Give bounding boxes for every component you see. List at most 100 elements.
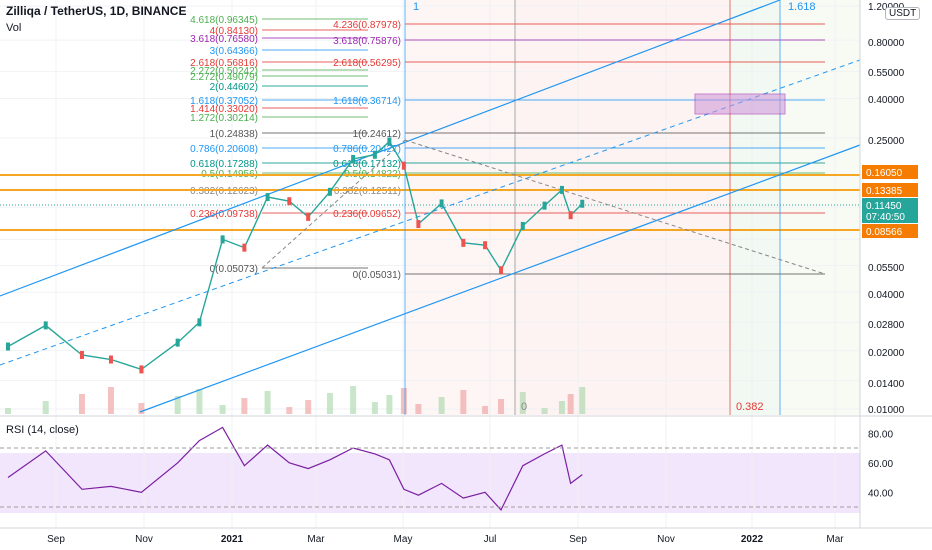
price-point-15	[387, 137, 392, 146]
price-point-14	[372, 150, 377, 159]
volume-bar-21	[498, 399, 505, 414]
volume-label: Vol	[6, 22, 22, 34]
countdown-label: 07:40:50	[866, 212, 905, 223]
fib-right-label-9: 0.236(0.09652)	[333, 209, 401, 220]
time-label-Mar: Mar	[307, 534, 325, 545]
chart-title: Zilliqa / TetherUS, 1D, BINANCE	[6, 4, 187, 18]
fib-levels: 4.618(0.96345)4(0.84130)3.618(0.76580)3(…	[0, 0, 860, 415]
channel-lower	[139, 144, 861, 413]
price-label-0.55000: 0.55000	[868, 68, 905, 79]
price-point-9	[265, 193, 270, 202]
fib-left-label-12: 0.786(0.20608)	[190, 144, 258, 155]
time-label-Nov: Nov	[657, 534, 675, 545]
volume-bar-10	[286, 407, 293, 414]
target-zone	[694, 93, 786, 115]
fib-right-label-5: 0.786(0.20427)	[333, 144, 401, 155]
price-tag-0.13385	[862, 183, 918, 197]
time-fib-label-0: 1	[413, 1, 419, 13]
time-label-Nov: Nov	[135, 534, 153, 545]
volume-bar-8	[241, 398, 248, 414]
price-series	[6, 137, 585, 374]
price-label-0.01400: 0.01400	[868, 379, 905, 390]
rsi-axis-80.00: 80.00	[868, 429, 893, 440]
volume-bar-14	[371, 402, 378, 414]
price-point-24	[559, 185, 564, 194]
volume-bar-15	[386, 395, 393, 414]
fib-left-label-4: 2.618(0.56816)	[190, 58, 258, 69]
fib-left-label-9: 1.414(0.33020)	[190, 104, 258, 115]
volume-bar-11	[305, 400, 312, 414]
currency-badge[interactable]: USDT	[885, 7, 921, 20]
fib-left-label-0: 4.618(0.96345)	[190, 15, 258, 26]
price-point-21	[499, 266, 504, 275]
projection-line	[404, 139, 826, 275]
rsi-band	[0, 453, 860, 513]
volume-bar-23	[541, 408, 548, 414]
price-label-0.04000: 0.04000	[868, 290, 905, 301]
volume-bar-16	[400, 388, 407, 414]
fib-left-label-15: 0.382(0.12623)	[190, 186, 258, 197]
price-label-0.01000: 0.01000	[868, 405, 905, 416]
volume-bar-20	[482, 406, 489, 414]
price-point-12	[327, 187, 332, 196]
fib-left-label-11: 1(0.24838)	[210, 129, 258, 140]
price-point-23	[542, 201, 547, 210]
price-point-19	[461, 238, 466, 247]
price-point-25	[568, 211, 573, 220]
fib-left-label-2: 3.618(0.76580)	[190, 34, 258, 45]
volume-bar-13	[350, 386, 357, 414]
fib-left-label-10: 1.272(0.30214)	[190, 113, 258, 124]
time-label-Sep: Sep	[569, 534, 587, 545]
impulse-line	[261, 139, 406, 269]
volume-bars	[5, 386, 586, 414]
volume-bar-0	[5, 408, 11, 414]
price-label-0.25000: 0.25000	[868, 136, 905, 147]
volume-bar-24	[558, 401, 565, 414]
fib-left-label-17: 0(0.05073)	[210, 264, 258, 275]
price-point-18	[439, 199, 444, 208]
price-point-7	[220, 235, 225, 244]
fib-left-label-7: 2(0.44602)	[210, 82, 258, 93]
price-point-10	[287, 197, 292, 206]
volume-bar-2	[78, 394, 85, 414]
volume-bar-22	[519, 392, 526, 414]
price-point-26	[580, 199, 585, 208]
fib-left-label-1: 4(0.84130)	[210, 26, 258, 37]
time-label-Mar: Mar	[826, 534, 844, 545]
fib-right-label-0: 4.236(0.87978)	[333, 20, 401, 31]
price-point-1	[43, 321, 48, 330]
price-point-22	[520, 221, 525, 230]
fib-left-label-5: 2.272(0.50242)	[190, 66, 258, 77]
price-label-0.80000: 0.80000	[868, 38, 905, 49]
price-point-8	[242, 243, 247, 252]
volume-bar-7	[219, 405, 226, 414]
price-point-20	[483, 241, 488, 250]
fib-left-label-8: 1.618(0.37052)	[190, 96, 258, 107]
price-tag-0.16050	[862, 165, 918, 179]
price-point-3	[108, 355, 113, 364]
fib-right-label-3: 1.618(0.36714)	[333, 96, 401, 107]
price-point-0	[6, 342, 10, 351]
fib-right-label-4: 1(0.24612)	[353, 129, 401, 140]
volume-bar-26	[579, 387, 586, 414]
volume-bar-4	[138, 403, 145, 414]
time-label-Sep: Sep	[47, 534, 65, 545]
price-label-0.05500: 0.05500	[868, 263, 905, 274]
time-fib-label-2: 0	[521, 401, 527, 413]
volume-bar-3	[107, 387, 114, 414]
price-point-6	[197, 318, 202, 327]
price-point-2	[79, 350, 84, 359]
volume-bar-12	[326, 393, 333, 414]
time-fib-label-1: 1.618	[788, 1, 816, 13]
price-label-0.11450: 0.11450	[866, 201, 902, 212]
price-point-5	[175, 338, 180, 347]
price-tag-0.11450	[862, 198, 918, 212]
price-tag-0.08566	[862, 224, 918, 238]
price-label-0.02800: 0.02800	[868, 320, 905, 331]
price-point-4	[139, 365, 144, 374]
price-point-13	[351, 154, 356, 163]
fib-left-label-16: 0.236(0.09738)	[190, 209, 258, 220]
